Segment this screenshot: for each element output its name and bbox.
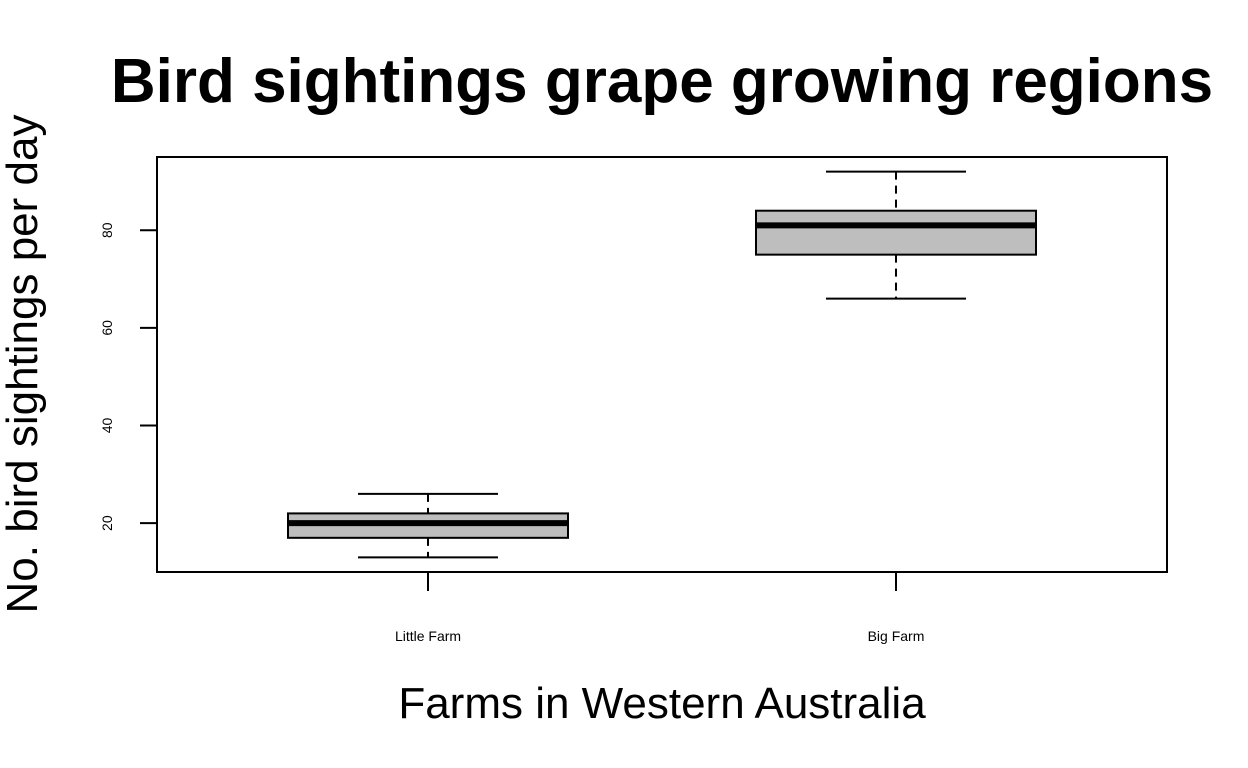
box-iqr — [755, 209, 1037, 256]
boxes — [287, 170, 1037, 559]
x-axis-label: Farms in Western Australia — [398, 679, 926, 728]
y-tick-label: 20 — [99, 515, 115, 531]
y-axis: 20 40 60 80 — [99, 222, 157, 531]
x-axis: Little Farm Big Farm — [395, 572, 924, 644]
x-tick-label: Big Farm — [868, 628, 925, 644]
y-tick-label: 60 — [99, 320, 115, 336]
y-tick-label: 40 — [99, 418, 115, 434]
y-tick-label: 80 — [99, 222, 115, 238]
chart-title: Bird sightings grape growing regions — [111, 47, 1213, 116]
box-little-farm — [287, 492, 569, 559]
box-big-farm — [755, 170, 1037, 300]
x-tick-label: Little Farm — [395, 628, 461, 644]
y-axis-label: No. bird sightings per day — [0, 115, 47, 614]
plot-frame — [156, 156, 1168, 573]
